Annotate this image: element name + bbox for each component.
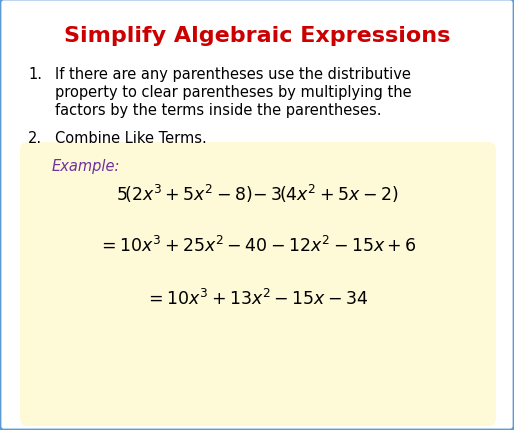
Text: Combine Like Terms.: Combine Like Terms. — [55, 131, 207, 146]
Text: $5\!\left(2x^{3}+5x^{2}-8\right)\!-3\!\left(4x^{2}+5x-2\right)$: $5\!\left(2x^{3}+5x^{2}-8\right)\!-3\!\l… — [116, 183, 398, 205]
Text: $=10x^{3}+25x^{2}-40-12x^{2}-15x+6$: $=10x^{3}+25x^{2}-40-12x^{2}-15x+6$ — [98, 236, 416, 255]
Text: factors by the terms inside the parentheses.: factors by the terms inside the parenthe… — [55, 103, 381, 118]
Text: Simplify Algebraic Expressions: Simplify Algebraic Expressions — [64, 26, 450, 46]
Text: $=10x^{3}+13x^{2}-15x-34$: $=10x^{3}+13x^{2}-15x-34$ — [145, 289, 369, 308]
Text: 1.: 1. — [28, 67, 42, 82]
FancyBboxPatch shape — [20, 143, 496, 426]
Text: Example:: Example: — [52, 159, 120, 174]
Text: If there are any parentheses use the distributive: If there are any parentheses use the dis… — [55, 67, 411, 82]
Text: 2.: 2. — [28, 131, 42, 146]
Text: property to clear parentheses by multiplying the: property to clear parentheses by multipl… — [55, 85, 412, 100]
